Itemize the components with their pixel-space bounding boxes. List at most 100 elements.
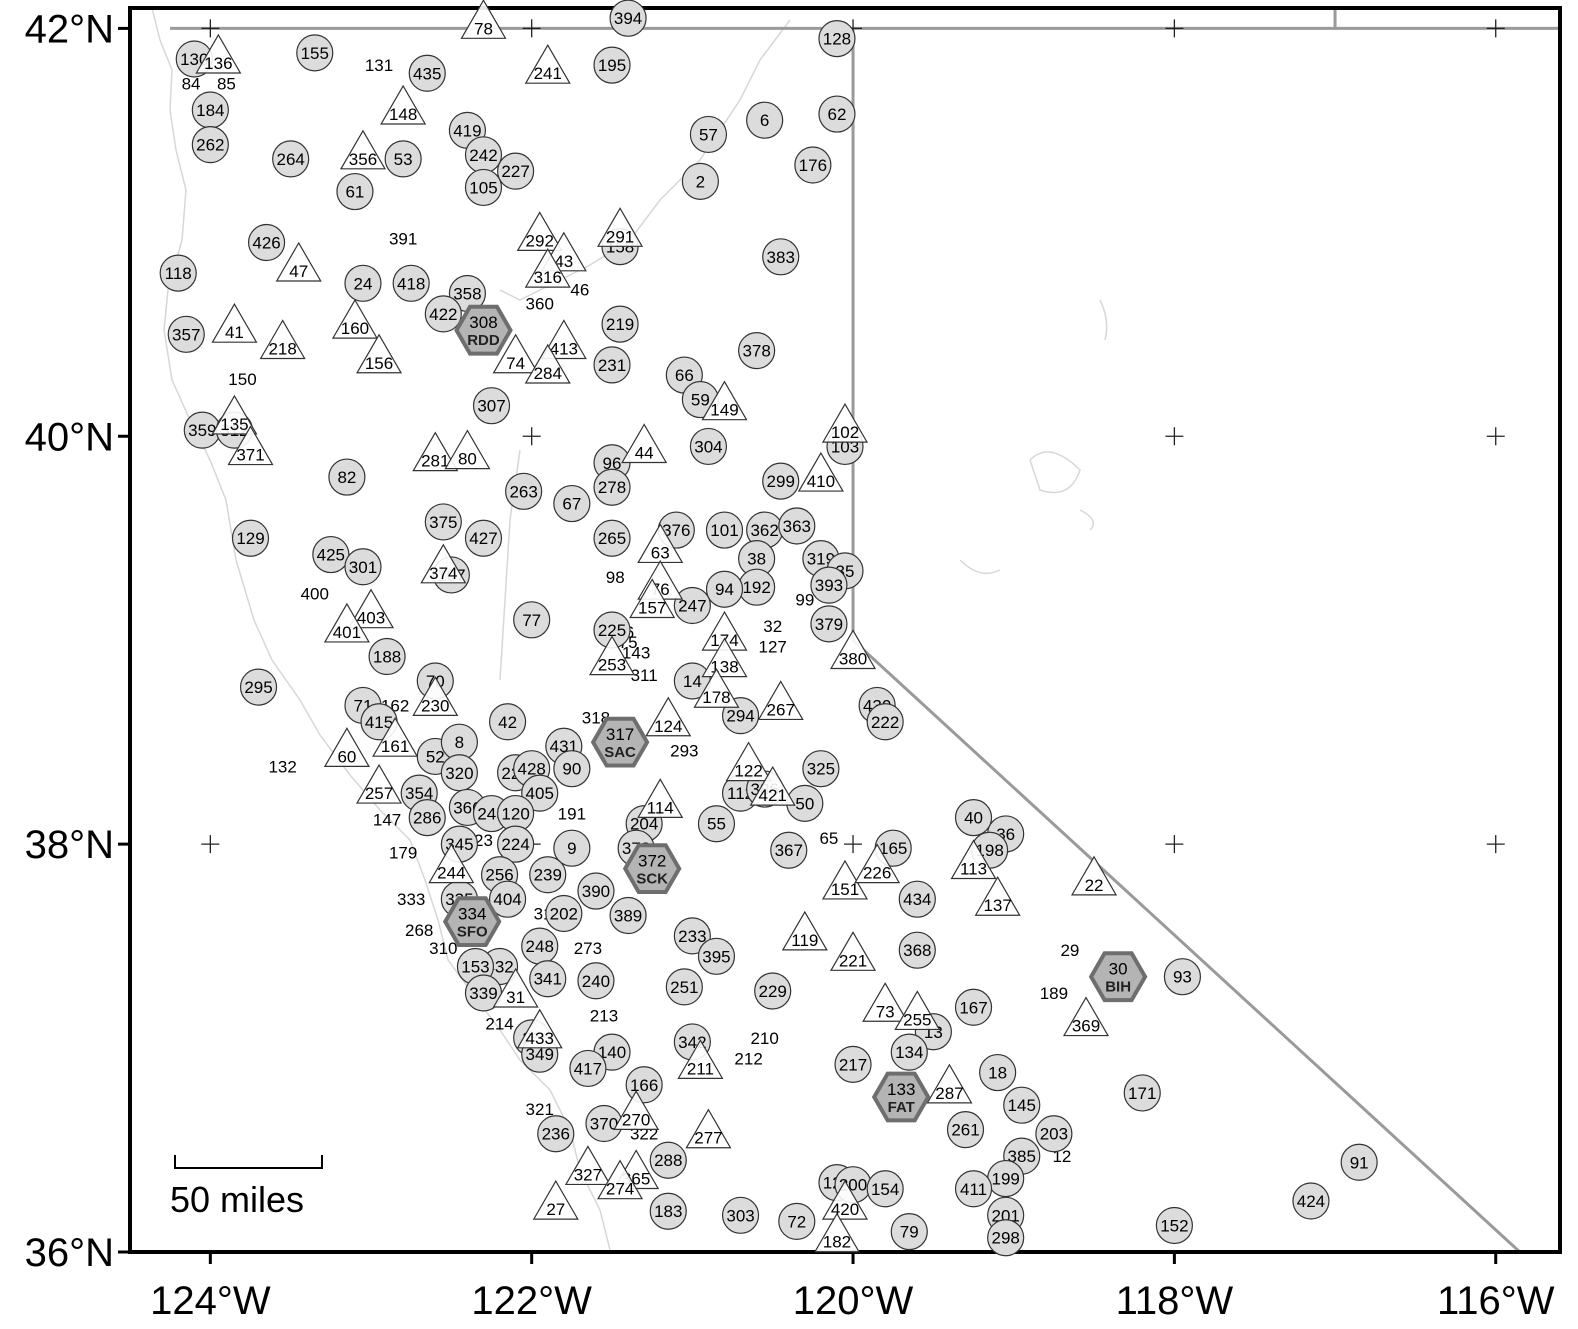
site-triangle[interactable]: 137 [974,876,1021,916]
site-circle[interactable]: 77 [513,601,551,639]
site-circle[interactable]: 301 [344,548,382,586]
site-triangle[interactable]: 136 [195,33,242,74]
site-triangle[interactable]: 73 [862,982,909,1022]
site-triangle[interactable]: 241 [524,43,571,84]
site-circle[interactable]: 128 [818,19,856,58]
site-triangle[interactable]: 244 [428,843,475,884]
site-circle[interactable]: 67 [553,484,591,523]
site-triangle[interactable]: 157 [629,578,676,619]
site-circle[interactable]: 415 [360,703,398,741]
site-triangle[interactable]: 124 [645,696,692,737]
site-triangle[interactable]: 292 [516,211,563,252]
site-triangle[interactable]: 135 [211,394,258,435]
site-circle[interactable]: 404 [488,880,527,918]
site-circle[interactable]: 225 [593,611,631,649]
site-circle[interactable]: 176 [794,146,832,184]
site-circle[interactable]: 303 [721,1196,760,1234]
site-triangle[interactable]: 410 [797,451,844,492]
site-circle[interactable]: 233 [673,917,711,955]
site-triangle[interactable]: 156 [356,333,403,374]
site-circle[interactable]: 393 [810,566,848,604]
site-circle[interactable]: 304 [689,427,728,466]
site-circle[interactable]: 90 [553,750,591,788]
site-circle[interactable]: 359 [183,411,221,449]
site-circle[interactable]: 55 [697,805,736,843]
site-circle[interactable]: 405 [521,774,559,812]
site-circle[interactable]: 93 [1163,958,1202,996]
site-circle[interactable]: 367 [770,831,808,869]
site-triangle[interactable]: 270 [613,1090,660,1130]
site-circle[interactable]: 134 [890,1033,928,1071]
site-circle[interactable]: 166 [625,1066,663,1104]
site-triangle[interactable]: 403 [347,588,395,629]
site-circle[interactable]: 298 [987,1219,1025,1257]
site-triangle[interactable]: 102 [821,402,869,443]
site-circle[interactable]: 82 [328,458,366,496]
site-circle[interactable]: 251 [665,968,703,1006]
site-triangle[interactable]: 41 [211,302,258,343]
site-triangle[interactable]: 151 [821,859,869,900]
site-triangle[interactable]: 287 [926,1063,973,1104]
site-triangle[interactable]: 44 [621,423,668,464]
site-circle[interactable]: 40 [954,799,993,837]
site-triangle[interactable]: 421 [749,765,796,806]
site-circle[interactable]: 61 [336,172,374,211]
site-circle[interactable]: 62 [818,95,856,133]
site-circle[interactable]: 358 [448,274,487,313]
site-circle[interactable]: 299 [762,462,800,500]
site-circle[interactable]: 105 [464,168,503,207]
site-circle[interactable]: 224 [497,825,535,863]
site-triangle[interactable]: 257 [356,763,403,804]
site-circle[interactable]: 231 [593,346,631,384]
site-triangle[interactable]: 327 [564,1145,611,1186]
site-circle[interactable]: 341 [529,960,567,998]
site-circle[interactable]: 370 [585,1104,623,1143]
site-circle[interactable]: 79 [890,1213,928,1251]
site-circle[interactable]: 171 [1123,1074,1161,1112]
site-triangle[interactable]: 161 [372,716,419,757]
site-triangle[interactable]: 226 [854,843,901,884]
site-circle[interactable]: 217 [834,1045,872,1083]
site-circle[interactable]: 129 [231,519,270,557]
site-circle[interactable]: 339 [464,974,503,1012]
site-circle[interactable]: 378 [738,332,776,370]
site-triangle[interactable]: 119 [781,910,828,951]
site-triangle[interactable]: 267 [757,680,804,721]
site-triangle[interactable]: 149 [701,380,748,421]
site-circle[interactable]: 263 [505,472,543,510]
site-circle[interactable]: 192 [738,568,776,606]
site-triangle[interactable]: 374 [420,543,467,584]
site-triangle[interactable]: 356 [339,129,387,170]
site-circle[interactable]: 242 [464,136,503,174]
site-triangle[interactable]: 281 [412,431,459,472]
site-triangle[interactable]: 80 [444,429,491,470]
site-triangle[interactable]: 284 [524,343,571,384]
site-circle[interactable]: 202 [545,894,583,933]
site-circle[interactable]: 145 [1003,1086,1041,1124]
site-triangle[interactable]: 114 [637,778,684,818]
site-circle[interactable]: 199 [987,1159,1025,1198]
site-triangle[interactable]: 291 [597,207,644,247]
site-circle[interactable]: 417 [569,1049,607,1088]
site-triangle[interactable]: 178 [693,668,740,708]
site-circle[interactable]: 286 [408,799,446,837]
site-circle[interactable]: 167 [954,988,993,1026]
site-circle[interactable]: 118 [159,254,197,292]
site-circle[interactable]: 379 [810,605,848,643]
site-circle[interactable]: 320 [440,754,478,792]
site-circle[interactable]: 152 [1155,1206,1193,1245]
site-circle[interactable]: 154 [866,1170,904,1208]
site-triangle[interactable]: 433 [516,1008,563,1049]
site-circle[interactable]: 434 [898,880,936,918]
site-circle[interactable]: 24 [344,264,382,302]
site-circle[interactable]: 14 [673,662,711,700]
site-triangle[interactable]: 160 [331,298,378,339]
site-triangle[interactable]: 182 [813,1212,861,1253]
site-circle[interactable]: 422 [424,295,462,333]
site-triangle[interactable]: 218 [259,319,306,360]
site-triangle[interactable]: 371 [227,425,274,466]
site-circle[interactable]: 219 [601,305,639,343]
